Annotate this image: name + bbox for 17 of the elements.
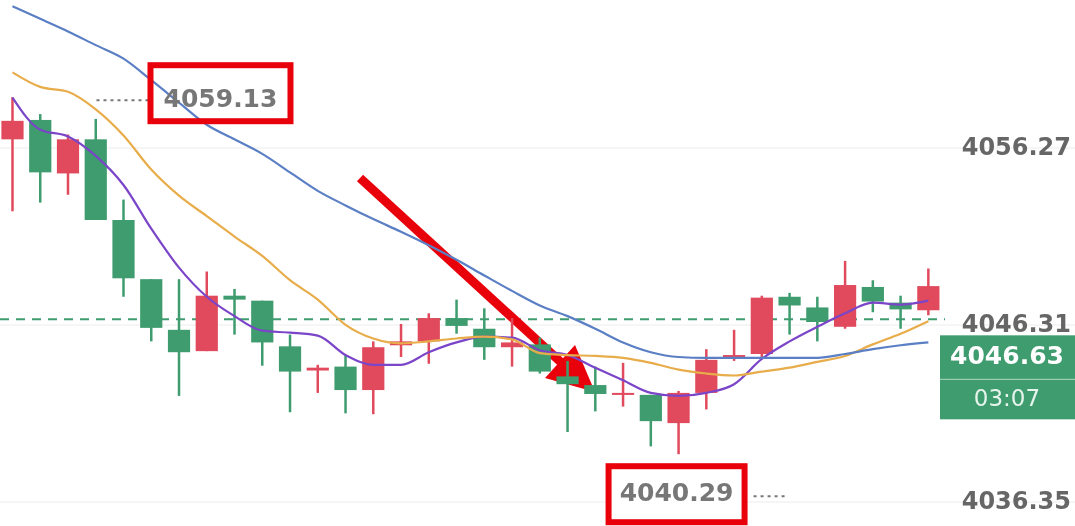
candlestick (334, 353, 357, 415)
y-tick-label: 4036.35 (961, 487, 1071, 516)
candlestick (556, 359, 579, 434)
y-tick-label: 4046.31 (961, 310, 1071, 339)
candlestick (611, 361, 635, 408)
ref-line-label: 4046.63 (950, 341, 1064, 371)
y-tick-label: 4056.27 (961, 133, 1071, 162)
candlestick (722, 328, 746, 363)
candlestick (306, 363, 329, 395)
candlestick (500, 316, 524, 368)
line-series (11, 5, 930, 359)
candlestick (1, 95, 24, 213)
text: 03:07 (973, 384, 1041, 411)
annotation: 4040.29 (619, 478, 734, 508)
candlestick (861, 278, 884, 314)
candlestick (584, 365, 607, 413)
candlestick (417, 312, 440, 366)
